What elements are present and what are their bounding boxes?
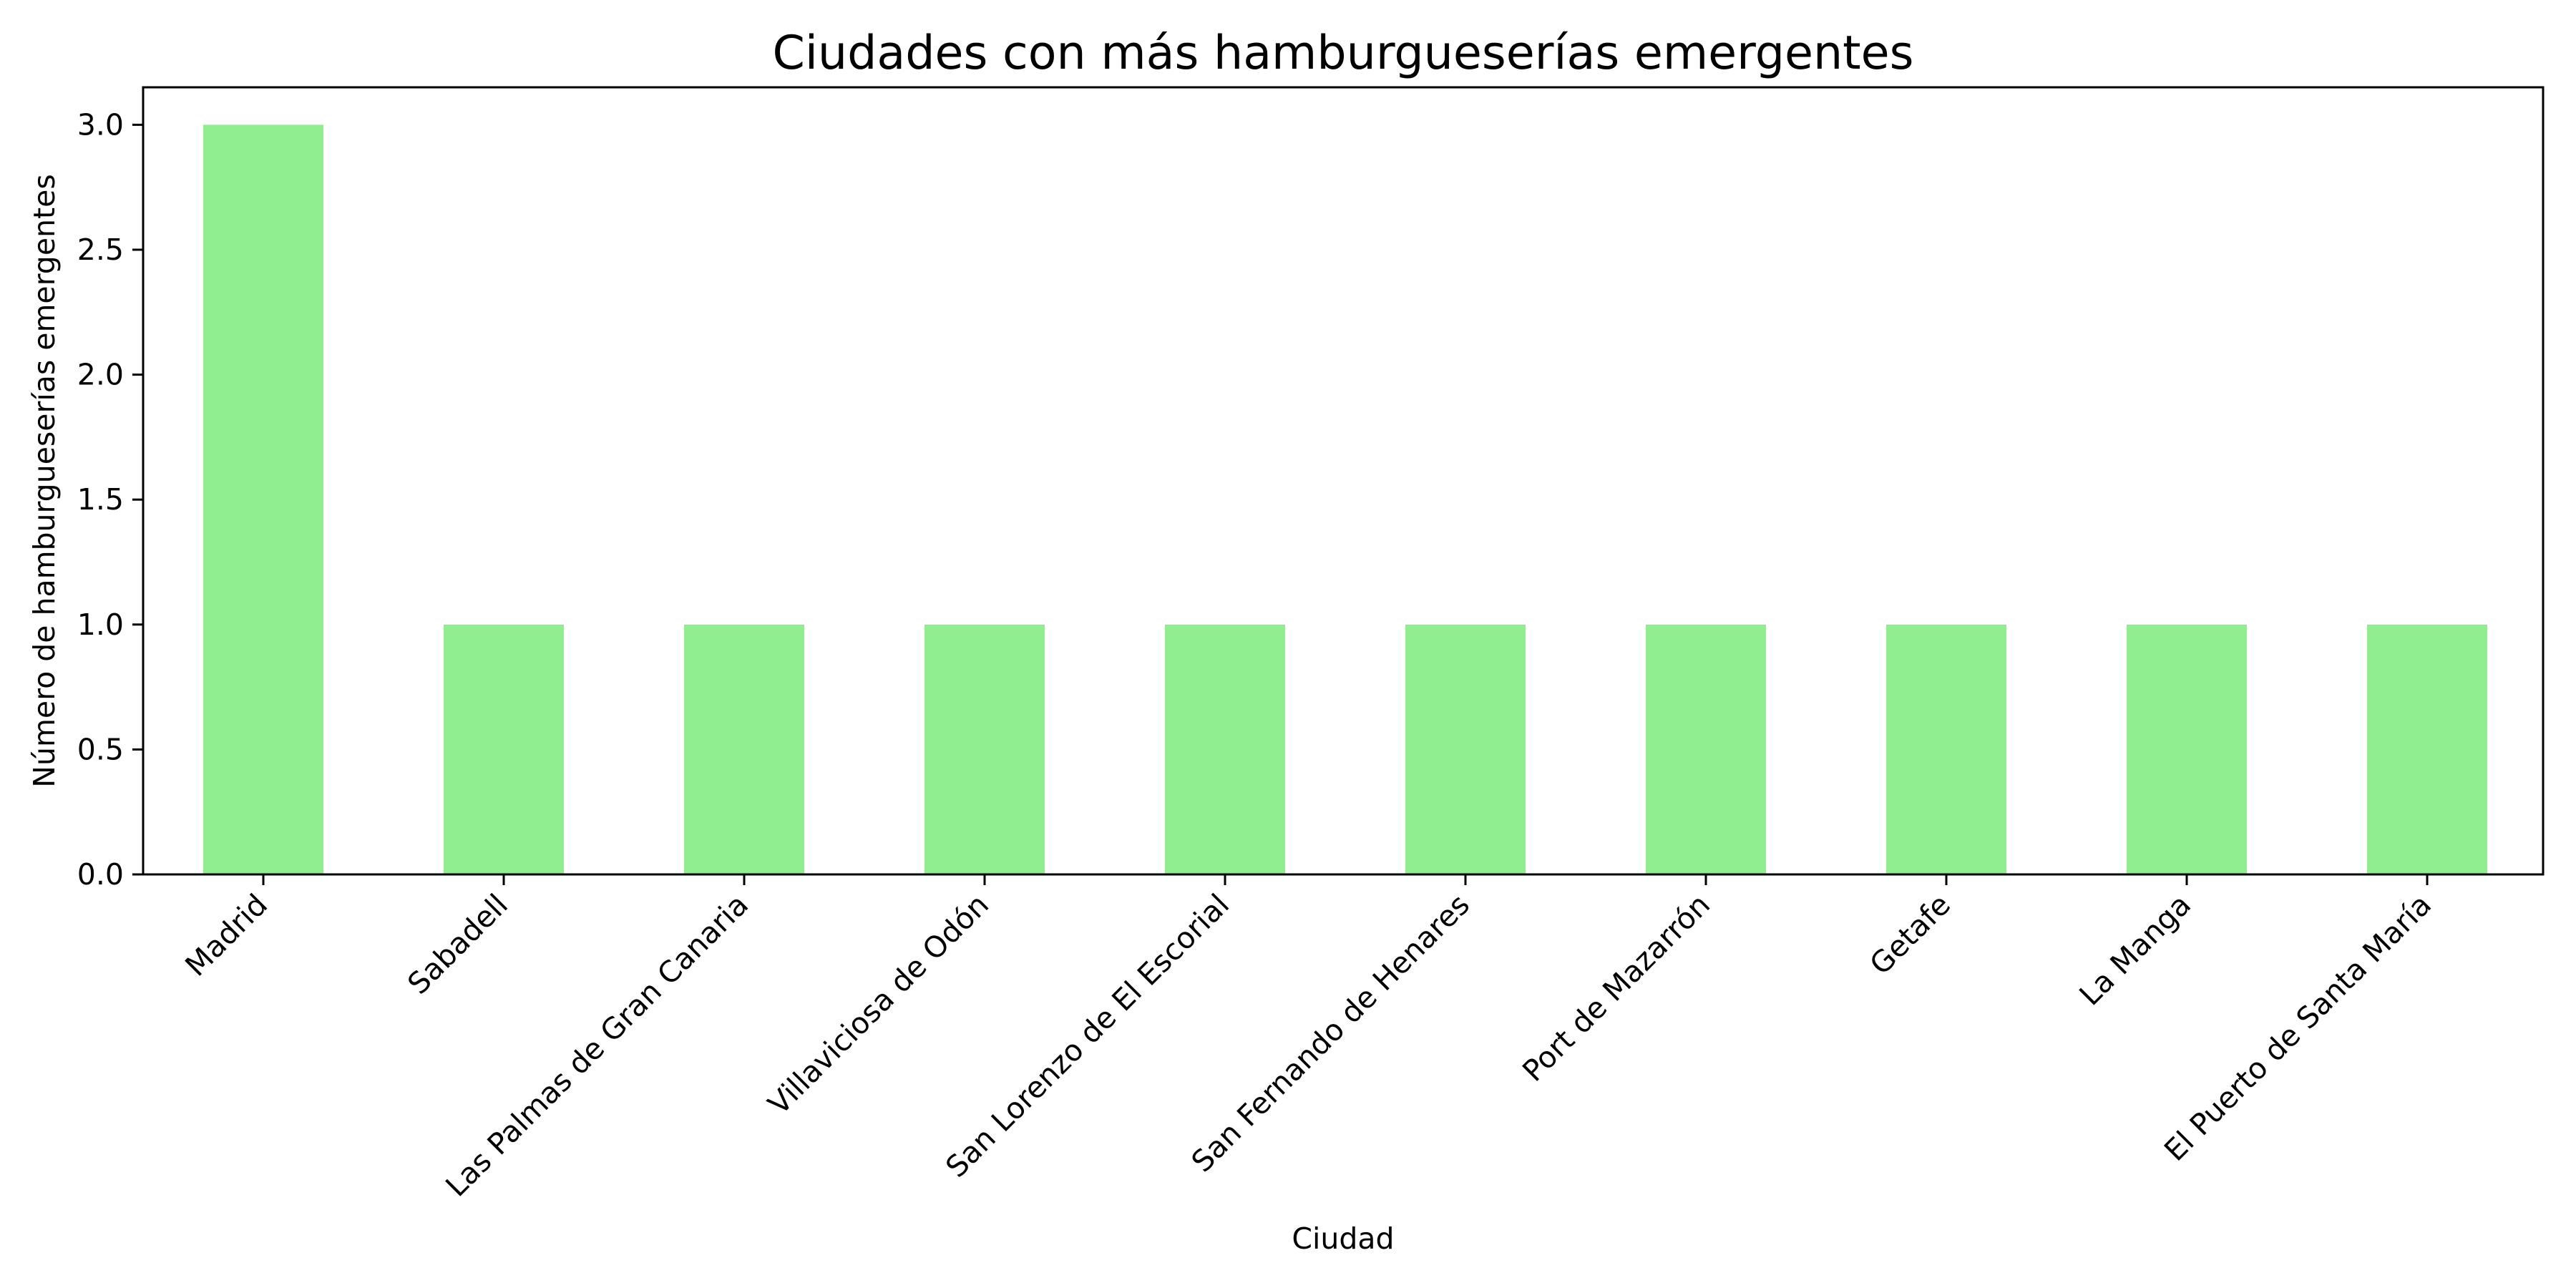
y-tick-label: 1.5 bbox=[77, 482, 124, 517]
y-axis-label: Número de hamburgueserías emergentes bbox=[27, 174, 62, 787]
y-tick-label: 1.0 bbox=[77, 608, 124, 642]
bar-5 bbox=[1405, 624, 1526, 874]
bars-group bbox=[203, 125, 2487, 874]
bar-6 bbox=[1646, 624, 1766, 874]
bar-7 bbox=[1886, 624, 2006, 874]
bar-4 bbox=[1165, 624, 1285, 874]
y-tick-label: 2.0 bbox=[77, 358, 124, 392]
bar-0 bbox=[203, 125, 323, 874]
y-tick-label: 0.0 bbox=[77, 857, 124, 892]
bar-8 bbox=[2127, 624, 2247, 874]
x-axis-label: Ciudad bbox=[1292, 1221, 1394, 1256]
bar-1 bbox=[444, 624, 564, 874]
bar-2 bbox=[684, 624, 804, 874]
plot-frame bbox=[142, 86, 2545, 876]
y-tick-label: 2.5 bbox=[77, 233, 124, 267]
bar-3 bbox=[924, 624, 1045, 874]
y-axis-ticks: 0.0 0.5 1.0 1.5 2.0 2.5 3.0 bbox=[77, 107, 143, 892]
bar-9 bbox=[2367, 624, 2487, 874]
y-tick-label: 0.5 bbox=[77, 732, 124, 766]
chart-title: Ciudades con más hamburgueserías emergen… bbox=[772, 26, 1913, 80]
y-tick-label: 3.0 bbox=[77, 107, 124, 142]
